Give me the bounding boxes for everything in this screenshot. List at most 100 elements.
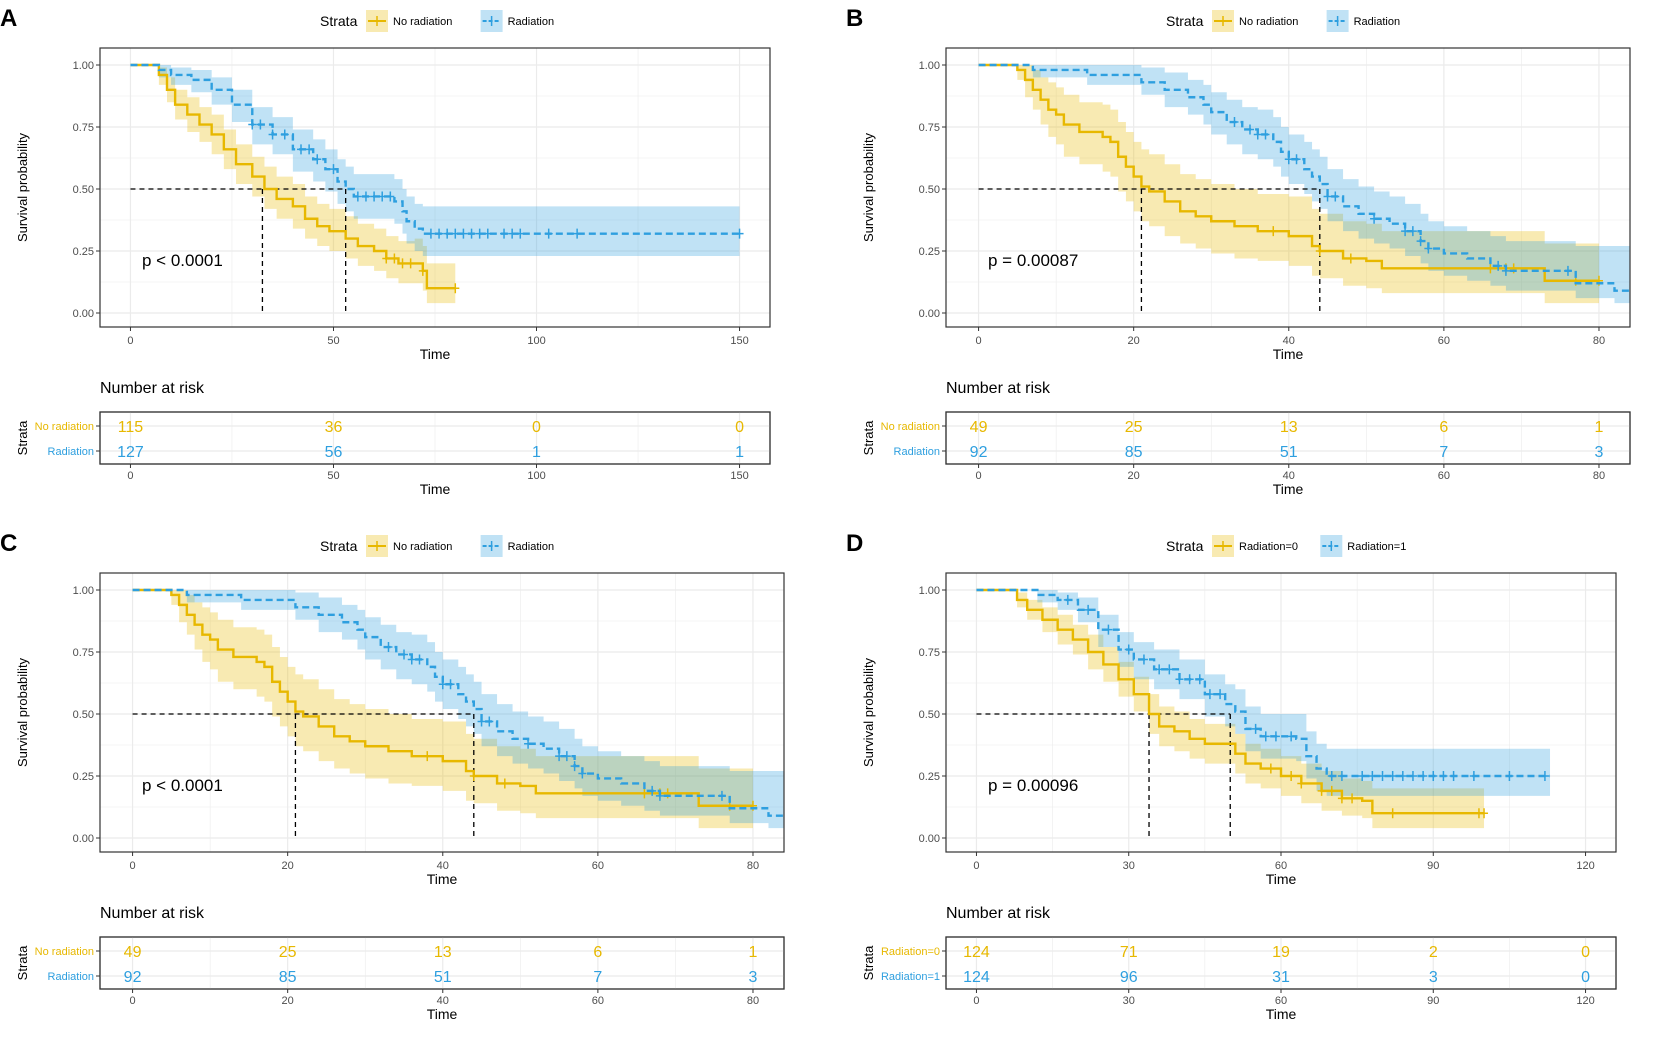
censor-mark-no_radiation [406, 258, 415, 269]
y-tick-label: 0.50 [73, 709, 94, 721]
legend-label-radiation: Radiation=1 [1347, 541, 1406, 553]
risk-y-axis-label: Strata [861, 420, 876, 455]
x-tick-label: 20 [1128, 335, 1140, 347]
censor-mark-radiation [1271, 731, 1280, 742]
legend-title: Strata [1166, 13, 1204, 29]
censor-mark-radiation [1261, 129, 1270, 140]
censor-mark-radiation [1337, 771, 1346, 781]
risk-x-tick-label: 60 [592, 995, 604, 1007]
y-tick-label: 0.75 [919, 647, 940, 659]
x-tick-label: 120 [1576, 860, 1594, 872]
y-tick-label: 0.00 [919, 308, 940, 320]
censor-mark-radiation [1494, 260, 1503, 271]
censor-mark-no_radiation [398, 258, 407, 269]
censor-mark-radiation [524, 738, 533, 749]
censor-mark-radiation [655, 790, 664, 801]
censor-mark-radiation [1469, 771, 1478, 781]
risk-x-tick-label: 80 [1593, 470, 1605, 482]
censor-mark-radiation [407, 654, 416, 665]
survival-plot: p = 0.00087 0.00 0.25 0.50 0.75 1.00 0 20 40 60 80… [861, 47, 1631, 362]
legend-label-no_radiation: Radiation=0 [1239, 541, 1298, 553]
risk-row-label-radiation: Radiation=1 [881, 971, 940, 983]
x-tick-label: 0 [130, 860, 136, 872]
ci-band-no_radiation [132, 590, 753, 829]
censor-mark-radiation [1378, 771, 1387, 781]
censor-mark-radiation [1408, 226, 1417, 237]
x-axis-label: Time [420, 346, 451, 362]
risk-count-no_radiation: 71 [1120, 944, 1138, 961]
ci-band-radiation [132, 590, 784, 831]
censor-mark-radiation [570, 761, 579, 772]
censor-mark-no_radiation [1269, 226, 1278, 237]
censor-mark-radiation [386, 191, 395, 202]
survival-curve-radiation [130, 63, 740, 235]
risk-x-tick-label: 20 [1128, 470, 1140, 482]
censor-mark-no_radiation [640, 788, 649, 799]
plot-frame [99, 572, 785, 853]
ci-band-no_radiation [976, 590, 1485, 829]
censor-mark-radiation [256, 119, 265, 130]
panel-a: A Strata No radiation Radiation p < 0.0001 0.… [0, 5, 771, 497]
risk-x-tick-label: 40 [437, 995, 449, 1007]
risk-count-radiation: 56 [325, 444, 343, 461]
risk-count-radiation: 1 [735, 444, 744, 461]
censor-mark-radiation [1424, 243, 1433, 254]
censor-mark-radiation [280, 129, 289, 140]
risk-count-no_radiation: 0 [735, 419, 744, 436]
censor-mark-radiation [305, 144, 314, 155]
censor-mark-no_radiation [1486, 263, 1495, 274]
censor-mark-radiation [1287, 731, 1296, 742]
censor-mark-radiation [1439, 771, 1448, 781]
y-axis-label: Survival probability [861, 657, 876, 767]
censor-mark-radiation [451, 228, 460, 239]
risk-count-no_radiation: 0 [532, 419, 541, 436]
censor-mark-no_radiation [382, 253, 391, 264]
x-tick-label: 0 [973, 860, 979, 872]
censor-mark-radiation [1370, 213, 1379, 224]
risk-count-radiation: 51 [434, 969, 452, 986]
y-tick-label: 0.50 [919, 709, 940, 721]
risk-count-no_radiation: 25 [1125, 419, 1143, 436]
censor-mark-radiation [1139, 654, 1148, 665]
censor-mark-radiation [1408, 771, 1417, 781]
x-tick-label: 50 [327, 335, 339, 347]
censor-mark-radiation [1261, 731, 1270, 742]
censor-mark-radiation [384, 642, 393, 653]
panel-label: C [0, 530, 17, 557]
risk-x-tick-label: 90 [1427, 995, 1439, 1007]
risk-count-no_radiation: 2 [1429, 944, 1438, 961]
risk-x-tick-label: 60 [1275, 995, 1287, 1007]
legend-label-radiation: Radiation [508, 16, 554, 28]
censor-mark-radiation [1251, 723, 1260, 734]
censor-mark-no_radiation [1337, 793, 1346, 804]
censor-mark-radiation [297, 144, 305, 155]
risk-table: Number at risk No radiation 49 25 13 6 1 Radiat… [15, 905, 785, 1022]
censor-mark-radiation [443, 228, 452, 239]
risk-x-tick-label: 80 [747, 995, 759, 1007]
censor-mark-radiation [1540, 771, 1549, 781]
risk-table-border [99, 411, 771, 465]
risk-count-no_radiation: 25 [279, 944, 297, 961]
legend-label-radiation: Radiation [1354, 16, 1400, 28]
risk-table: Number at risk Radiation=0 124 71 19 2 0 Radiat… [861, 905, 1617, 1022]
curves [130, 63, 744, 313]
risk-count-radiation: 1 [532, 444, 541, 461]
x-tick-label: 80 [1593, 335, 1605, 347]
x-tick-label: 80 [747, 860, 759, 872]
risk-x-tick-label: 40 [1283, 470, 1295, 482]
risk-count-no_radiation: 6 [593, 944, 602, 961]
censor-mark-radiation [717, 790, 726, 801]
risk-count-no_radiation: 13 [1280, 419, 1298, 436]
censor-mark-radiation [516, 228, 525, 239]
risk-table-title: Number at risk [946, 905, 1051, 922]
censor-mark-radiation [1104, 624, 1113, 635]
survival-curve-no_radiation [132, 588, 753, 807]
censor-mark-radiation [1185, 674, 1194, 685]
risk-count-radiation: 51 [1280, 444, 1298, 461]
risk-table: Number at risk No radiation 49 25 13 6 1 Radiat… [861, 380, 1631, 497]
risk-x-tick-label: 30 [1123, 995, 1135, 1007]
panel-label: B [846, 5, 863, 32]
censor-mark-no_radiation [1287, 771, 1296, 781]
censor-mark-no_radiation [451, 283, 460, 294]
y-tick-label: 1.00 [73, 60, 94, 72]
